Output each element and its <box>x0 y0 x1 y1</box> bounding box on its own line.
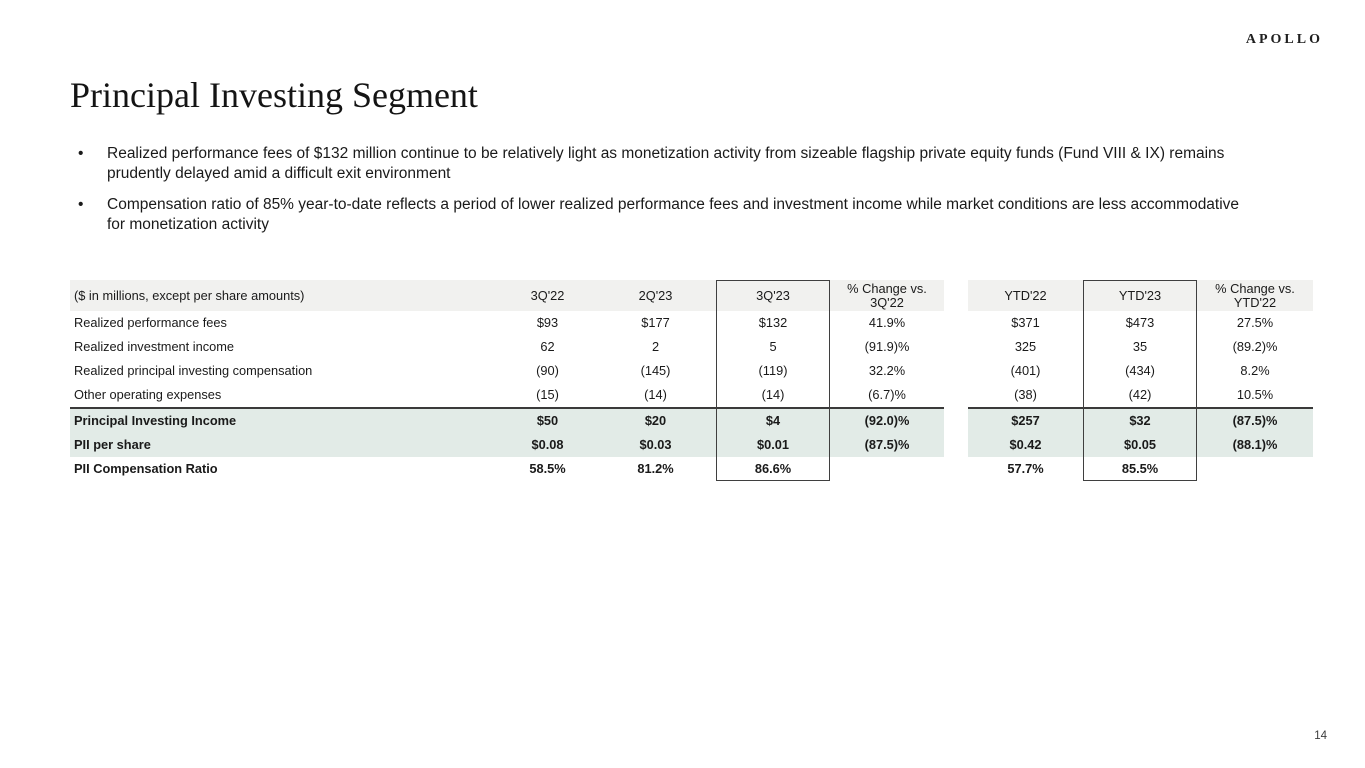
section-gap <box>944 407 968 433</box>
table-row: Realized investment income 62 2 5 (91.9)% 325… <box>70 335 1313 359</box>
table-cell: $50 <box>500 407 595 433</box>
table-row: Principal Investing Income $50 $20 $4 (92.0)… <box>70 407 1313 433</box>
row-label: Realized investment income <box>74 339 235 354</box>
row-label: PII per share <box>70 433 500 457</box>
bullet-text: Realized performance fees of $132 millio… <box>107 145 1225 182</box>
column-header: ($ in millions, except per share amounts… <box>70 280 500 311</box>
table-cell: (401) <box>1010 363 1041 378</box>
table-row: Realized principal investing compensatio… <box>70 359 1313 383</box>
bullet-list: • Realized performance fees of $132 mill… <box>70 144 1255 246</box>
column-header: YTD'23 <box>1083 280 1197 311</box>
table-cell: 35 <box>1132 339 1148 354</box>
table-cell: (90) <box>536 363 559 378</box>
column-header: 3Q'22 <box>500 280 595 311</box>
table-cell: (91.9)% <box>864 339 910 354</box>
table-cell: 27.5% <box>1236 315 1274 330</box>
table-cell: (14) <box>761 387 785 402</box>
table-row: PII per share $0.08 $0.03 $0.01 (87.5)% $0.42… <box>70 433 1313 457</box>
table-cell: 8.2% <box>1240 363 1270 378</box>
column-header: YTD'22 <box>968 280 1083 311</box>
table-cell: 57.7% <box>1007 461 1044 476</box>
page-number: 14 <box>1314 730 1327 742</box>
table-cell: (42) <box>1128 387 1152 402</box>
table-cell: 62 <box>540 339 555 354</box>
row-label: Other operating expenses <box>74 387 222 402</box>
bullet-icon: • <box>78 196 84 213</box>
table-row: PII Compensation Ratio 58.5% 81.2% 86.6% 57.… <box>70 457 1313 481</box>
table-cell: (434) <box>1125 363 1155 378</box>
section-gap <box>944 457 968 481</box>
row-label: Realized performance fees <box>74 315 227 330</box>
table-cell: $20 <box>595 407 716 433</box>
table-cell: 325 <box>1014 339 1037 354</box>
table-cell: (145) <box>640 363 671 378</box>
table-cell: (38) <box>1014 387 1037 402</box>
section-gap <box>944 311 968 335</box>
column-header: 2Q'23 <box>595 280 716 311</box>
column-header: % Change vs. YTD'22 <box>1197 280 1313 311</box>
apollo-logo: APOLLO <box>1245 32 1323 47</box>
section-gap <box>944 280 968 311</box>
table-cell: 86.6% <box>754 461 792 476</box>
column-header: 3Q'23 <box>716 280 830 311</box>
table-cell: 2 <box>651 339 660 354</box>
table-cell: (14) <box>644 387 667 402</box>
table-cell: 85.5% <box>1121 461 1159 476</box>
table-cell: $371 <box>1011 315 1040 330</box>
table-row: Realized performance fees $93 $177 $132 41.9… <box>70 311 1313 335</box>
section-gap <box>944 335 968 359</box>
table-cell: $0.01 <box>716 433 830 457</box>
bullet-item: • Compensation ratio of 85% year-to-date… <box>70 195 1255 235</box>
column-header: % Change vs. 3Q'22 <box>830 280 944 311</box>
table-header-row: ($ in millions, except per share amounts… <box>70 280 1313 311</box>
table-cell: $93 <box>536 315 559 330</box>
table-cell: $4 <box>716 407 830 433</box>
table-cell <box>830 457 944 481</box>
table-cell <box>1197 457 1313 481</box>
table-cell: $0.42 <box>968 433 1083 457</box>
table-cell: (92.0)% <box>830 407 944 433</box>
table-cell: 32.2% <box>868 363 906 378</box>
table-cell: $132 <box>758 315 788 330</box>
table-cell: $0.08 <box>500 433 595 457</box>
table-cell: (15) <box>536 387 559 402</box>
table-cell: (6.7)% <box>868 387 906 402</box>
row-label: Principal Investing Income <box>70 407 500 433</box>
table-cell: 10.5% <box>1236 387 1274 402</box>
row-label: PII Compensation Ratio <box>74 461 218 476</box>
table-cell: (89.2)% <box>1232 339 1278 354</box>
table-row: Other operating expenses (15) (14) (14) (6.7… <box>70 383 1313 407</box>
table-cell: (119) <box>758 363 788 378</box>
bullet-item: • Realized performance fees of $132 mill… <box>70 144 1255 184</box>
section-gap <box>944 383 968 407</box>
bullet-icon: • <box>78 145 84 162</box>
financial-table: ($ in millions, except per share amounts… <box>70 280 1313 481</box>
table-cell: $177 <box>641 315 670 330</box>
table-cell: 5 <box>769 339 777 354</box>
table-cell: $0.05 <box>1083 433 1197 457</box>
table-cell: 41.9% <box>868 315 906 330</box>
row-label: Realized principal investing compensatio… <box>74 363 313 378</box>
table-cell: $473 <box>1125 315 1155 330</box>
table-cell: (87.5)% <box>1197 407 1313 433</box>
table-cell: (87.5)% <box>830 433 944 457</box>
table-cell: 58.5% <box>529 461 566 476</box>
page-title: Principal Investing Segment <box>70 75 478 116</box>
table-cell: $257 <box>968 407 1083 433</box>
table-cell: 81.2% <box>637 461 674 476</box>
section-gap <box>944 359 968 383</box>
table-cell: $0.03 <box>595 433 716 457</box>
section-gap <box>944 433 968 457</box>
bullet-text: Compensation ratio of 85% year-to-date r… <box>107 196 1240 233</box>
table-cell: $32 <box>1083 407 1197 433</box>
table-cell: (88.1)% <box>1197 433 1313 457</box>
